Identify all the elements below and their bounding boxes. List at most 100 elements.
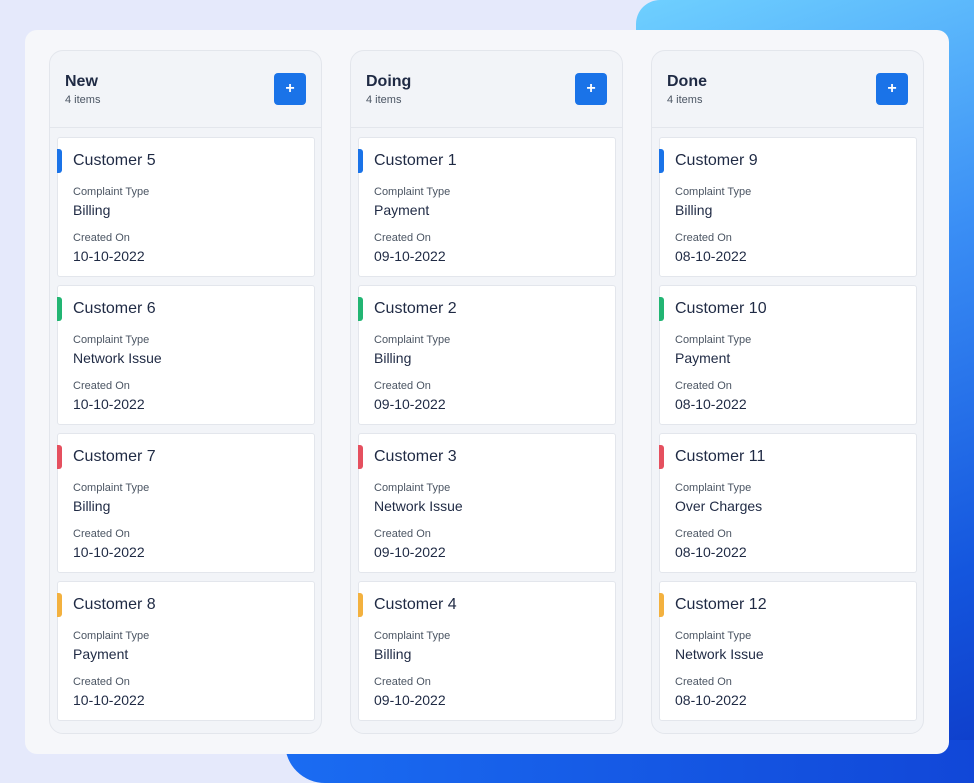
customer-card[interactable]: Customer 5 Complaint Type Billing Create… [57, 137, 315, 277]
customer-card[interactable]: Customer 2 Complaint Type Billing Create… [358, 285, 616, 425]
complaint-type-value: Network Issue [675, 646, 764, 662]
complaint-type-value: Network Issue [374, 498, 463, 514]
card-customer-name: Customer 7 [73, 448, 156, 465]
card-status-bar [659, 593, 664, 617]
column-header: Done 4 items + [652, 51, 923, 128]
created-on-value: 10-10-2022 [73, 248, 145, 264]
created-on-label: Created On [374, 232, 431, 244]
column-2: Done 4 items + Customer 9 Complaint Type… [651, 50, 924, 734]
complaint-type-label: Complaint Type [374, 334, 451, 346]
complaint-type-value: Billing [73, 498, 111, 514]
created-on-value: 08-10-2022 [675, 544, 747, 560]
column-item-count: 4 items [366, 94, 402, 106]
card-status-bar [57, 445, 62, 469]
complaint-type-label: Complaint Type [374, 482, 451, 494]
card-status-bar [659, 297, 664, 321]
complaint-type-label: Complaint Type [73, 482, 150, 494]
column-header: Doing 4 items + [351, 51, 622, 128]
complaint-type-label: Complaint Type [675, 630, 752, 642]
card-customer-name: Customer 2 [374, 300, 457, 317]
created-on-label: Created On [675, 232, 732, 244]
card-status-bar [358, 149, 363, 173]
card-status-bar [358, 297, 363, 321]
complaint-type-value: Over Charges [675, 498, 763, 514]
created-on-label: Created On [73, 676, 130, 688]
customer-card[interactable]: Customer 9 Complaint Type Billing Create… [659, 137, 917, 277]
customer-card[interactable]: Customer 8 Complaint Type Payment Create… [57, 581, 315, 721]
plus-icon: + [586, 80, 596, 97]
card-status-bar [659, 149, 664, 173]
created-on-label: Created On [374, 676, 431, 688]
card-status-bar [358, 593, 363, 617]
created-on-label: Created On [675, 380, 732, 392]
card-status-bar [57, 593, 62, 617]
add-card-button[interactable]: + [876, 73, 908, 105]
column-item-count: 4 items [65, 94, 101, 106]
card-customer-name: Customer 12 [675, 596, 767, 613]
created-on-value: 10-10-2022 [73, 544, 145, 560]
plus-icon: + [887, 80, 897, 97]
created-on-value: 09-10-2022 [374, 396, 446, 412]
add-card-button[interactable]: + [575, 73, 607, 105]
created-on-value: 08-10-2022 [675, 248, 747, 264]
created-on-value: 08-10-2022 [675, 396, 747, 412]
complaint-type-label: Complaint Type [73, 334, 150, 346]
complaint-type-value: Network Issue [73, 350, 162, 366]
column-item-count: 4 items [667, 94, 703, 106]
column-1: Doing 4 items + Customer 1 Complaint Typ… [350, 50, 623, 734]
complaint-type-label: Complaint Type [374, 186, 451, 198]
created-on-label: Created On [675, 676, 732, 688]
customer-card[interactable]: Customer 3 Complaint Type Network Issue … [358, 433, 616, 573]
complaint-type-value: Billing [374, 350, 412, 366]
customer-card[interactable]: Customer 6 Complaint Type Network Issue … [57, 285, 315, 425]
column-title: Doing [366, 73, 412, 90]
card-customer-name: Customer 11 [675, 448, 766, 465]
card-status-bar [659, 445, 664, 469]
created-on-label: Created On [73, 232, 130, 244]
created-on-label: Created On [675, 528, 732, 540]
plus-icon: + [285, 80, 295, 97]
complaint-type-label: Complaint Type [675, 334, 752, 346]
card-status-bar [57, 297, 62, 321]
customer-card[interactable]: Customer 12 Complaint Type Network Issue… [659, 581, 917, 721]
column-title: Done [667, 73, 707, 90]
created-on-value: 09-10-2022 [374, 248, 446, 264]
card-customer-name: Customer 10 [675, 300, 767, 317]
customer-card[interactable]: Customer 1 Complaint Type Payment Create… [358, 137, 616, 277]
card-customer-name: Customer 8 [73, 596, 156, 613]
complaint-type-value: Payment [374, 202, 430, 218]
created-on-value: 09-10-2022 [374, 692, 446, 708]
created-on-value: 10-10-2022 [73, 396, 145, 412]
customer-card[interactable]: Customer 4 Complaint Type Billing Create… [358, 581, 616, 721]
created-on-label: Created On [73, 380, 130, 392]
kanban-board: New 4 items + Customer 5 Complaint Type … [25, 30, 949, 754]
complaint-type-value: Billing [73, 202, 111, 218]
customer-card[interactable]: Customer 11 Complaint Type Over Charges … [659, 433, 917, 573]
complaint-type-label: Complaint Type [374, 630, 451, 642]
created-on-value: 08-10-2022 [675, 692, 747, 708]
complaint-type-value: Payment [73, 646, 129, 662]
created-on-label: Created On [374, 380, 431, 392]
complaint-type-label: Complaint Type [73, 630, 150, 642]
customer-card[interactable]: Customer 7 Complaint Type Billing Create… [57, 433, 315, 573]
created-on-value: 09-10-2022 [374, 544, 446, 560]
card-customer-name: Customer 5 [73, 152, 156, 169]
complaint-type-label: Complaint Type [675, 186, 752, 198]
created-on-label: Created On [374, 528, 431, 540]
card-status-bar [358, 445, 363, 469]
created-on-label: Created On [73, 528, 130, 540]
complaint-type-label: Complaint Type [73, 186, 150, 198]
column-header: New 4 items + [50, 51, 321, 128]
card-customer-name: Customer 9 [675, 152, 758, 169]
column-0: New 4 items + Customer 5 Complaint Type … [49, 50, 322, 734]
card-customer-name: Customer 4 [374, 596, 457, 613]
card-status-bar [57, 149, 62, 173]
customer-card[interactable]: Customer 10 Complaint Type Payment Creat… [659, 285, 917, 425]
card-customer-name: Customer 3 [374, 448, 457, 465]
column-title: New [65, 73, 98, 90]
complaint-type-value: Billing [374, 646, 412, 662]
add-card-button[interactable]: + [274, 73, 306, 105]
complaint-type-label: Complaint Type [675, 482, 752, 494]
complaint-type-value: Payment [675, 350, 731, 366]
created-on-value: 10-10-2022 [73, 692, 145, 708]
